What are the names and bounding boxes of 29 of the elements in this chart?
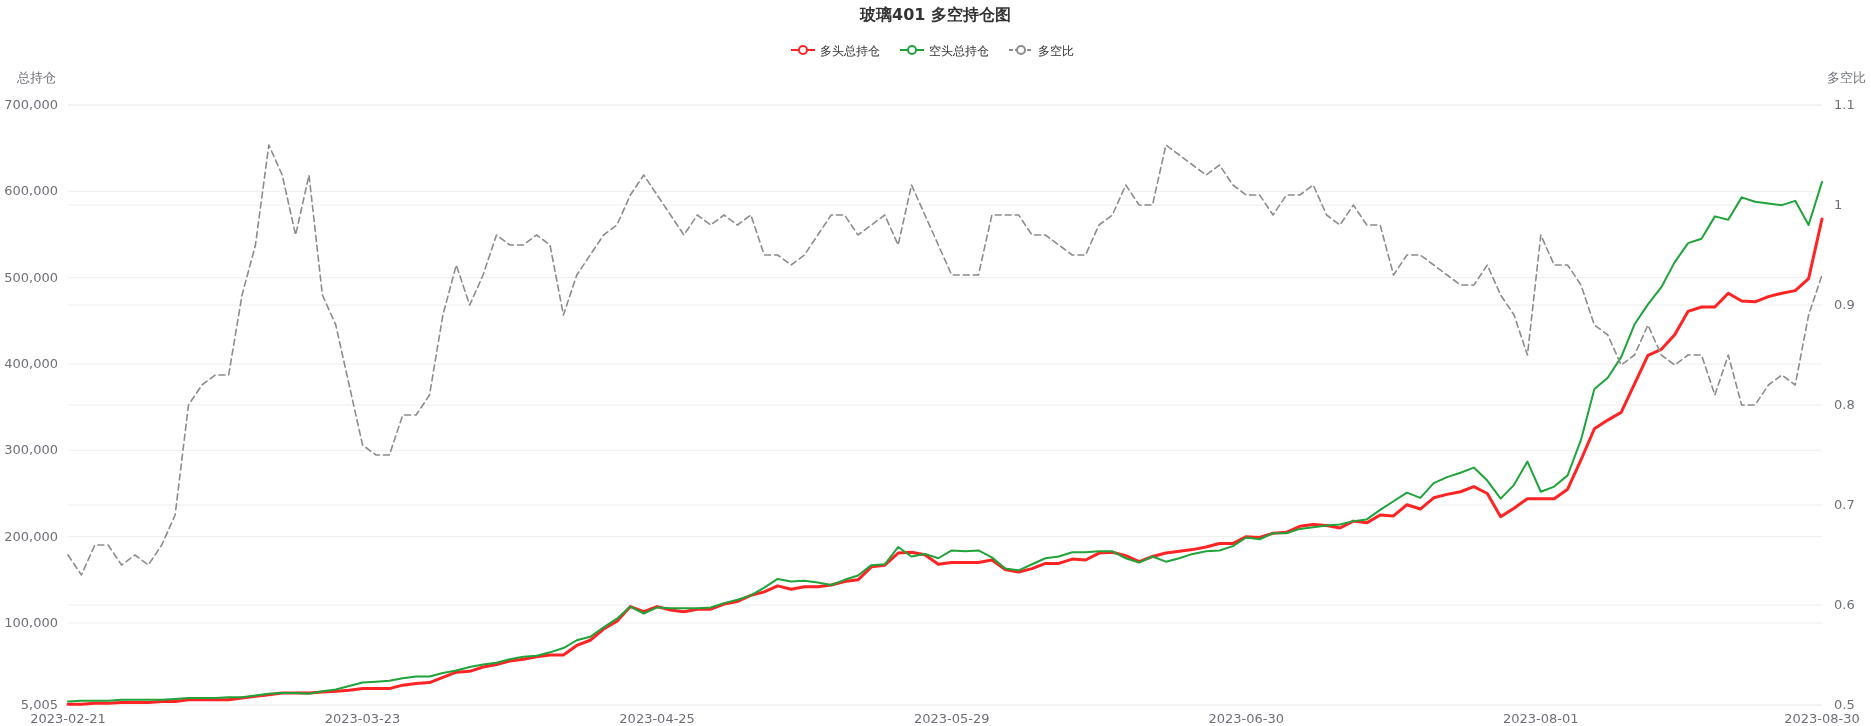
y-tick-label: 400,000 — [4, 355, 58, 371]
y2-tick-label: 1.1 — [1834, 97, 1855, 112]
y2-tick-label: 1 — [1834, 197, 1843, 212]
y2-tick-label: 0.6 — [1834, 597, 1855, 612]
legend-label: 多空比 — [1038, 43, 1074, 58]
x-tick-label: 2023-04-25 — [619, 711, 695, 726]
y2-axis-title: 多空比 — [1826, 70, 1866, 85]
y2-tick-label: 0.8 — [1834, 397, 1855, 412]
x-tick-label: 2023-02-21 — [30, 711, 106, 726]
x-tick-label: 2023-06-30 — [1208, 711, 1285, 726]
y2-tick-label: 0.9 — [1834, 297, 1855, 312]
x-tick-label: 2023-03-23 — [324, 711, 401, 726]
y2-tick-label: 0.5 — [1834, 697, 1855, 712]
legend-label: 多头总持仓 — [820, 43, 880, 58]
y-tick-label: 500,000 — [4, 269, 58, 285]
y-tick-label: 700,000 — [4, 97, 58, 112]
y2-tick-label: 0.7 — [1834, 497, 1855, 512]
y-tick-label: 5,005 — [20, 697, 58, 712]
line-series — [67, 144, 1823, 576]
x-tick-label: 2023-08-01 — [1503, 711, 1579, 726]
legend-label: 空头总持仓 — [929, 43, 989, 58]
chart-title: 玻璃401 多空持仓图 — [859, 5, 1011, 24]
x-tick-label: 2023-05-29 — [913, 711, 990, 726]
x-tick-label: 2023-08-30 — [1784, 711, 1860, 726]
y-tick-label: 300,000 — [4, 442, 58, 458]
y-tick-label: 100,000 — [4, 614, 58, 630]
y-tick-label: 200,000 — [4, 528, 58, 544]
y-tick-label: 600,000 — [4, 183, 58, 199]
y-axis-title: 总持仓 — [15, 70, 56, 85]
